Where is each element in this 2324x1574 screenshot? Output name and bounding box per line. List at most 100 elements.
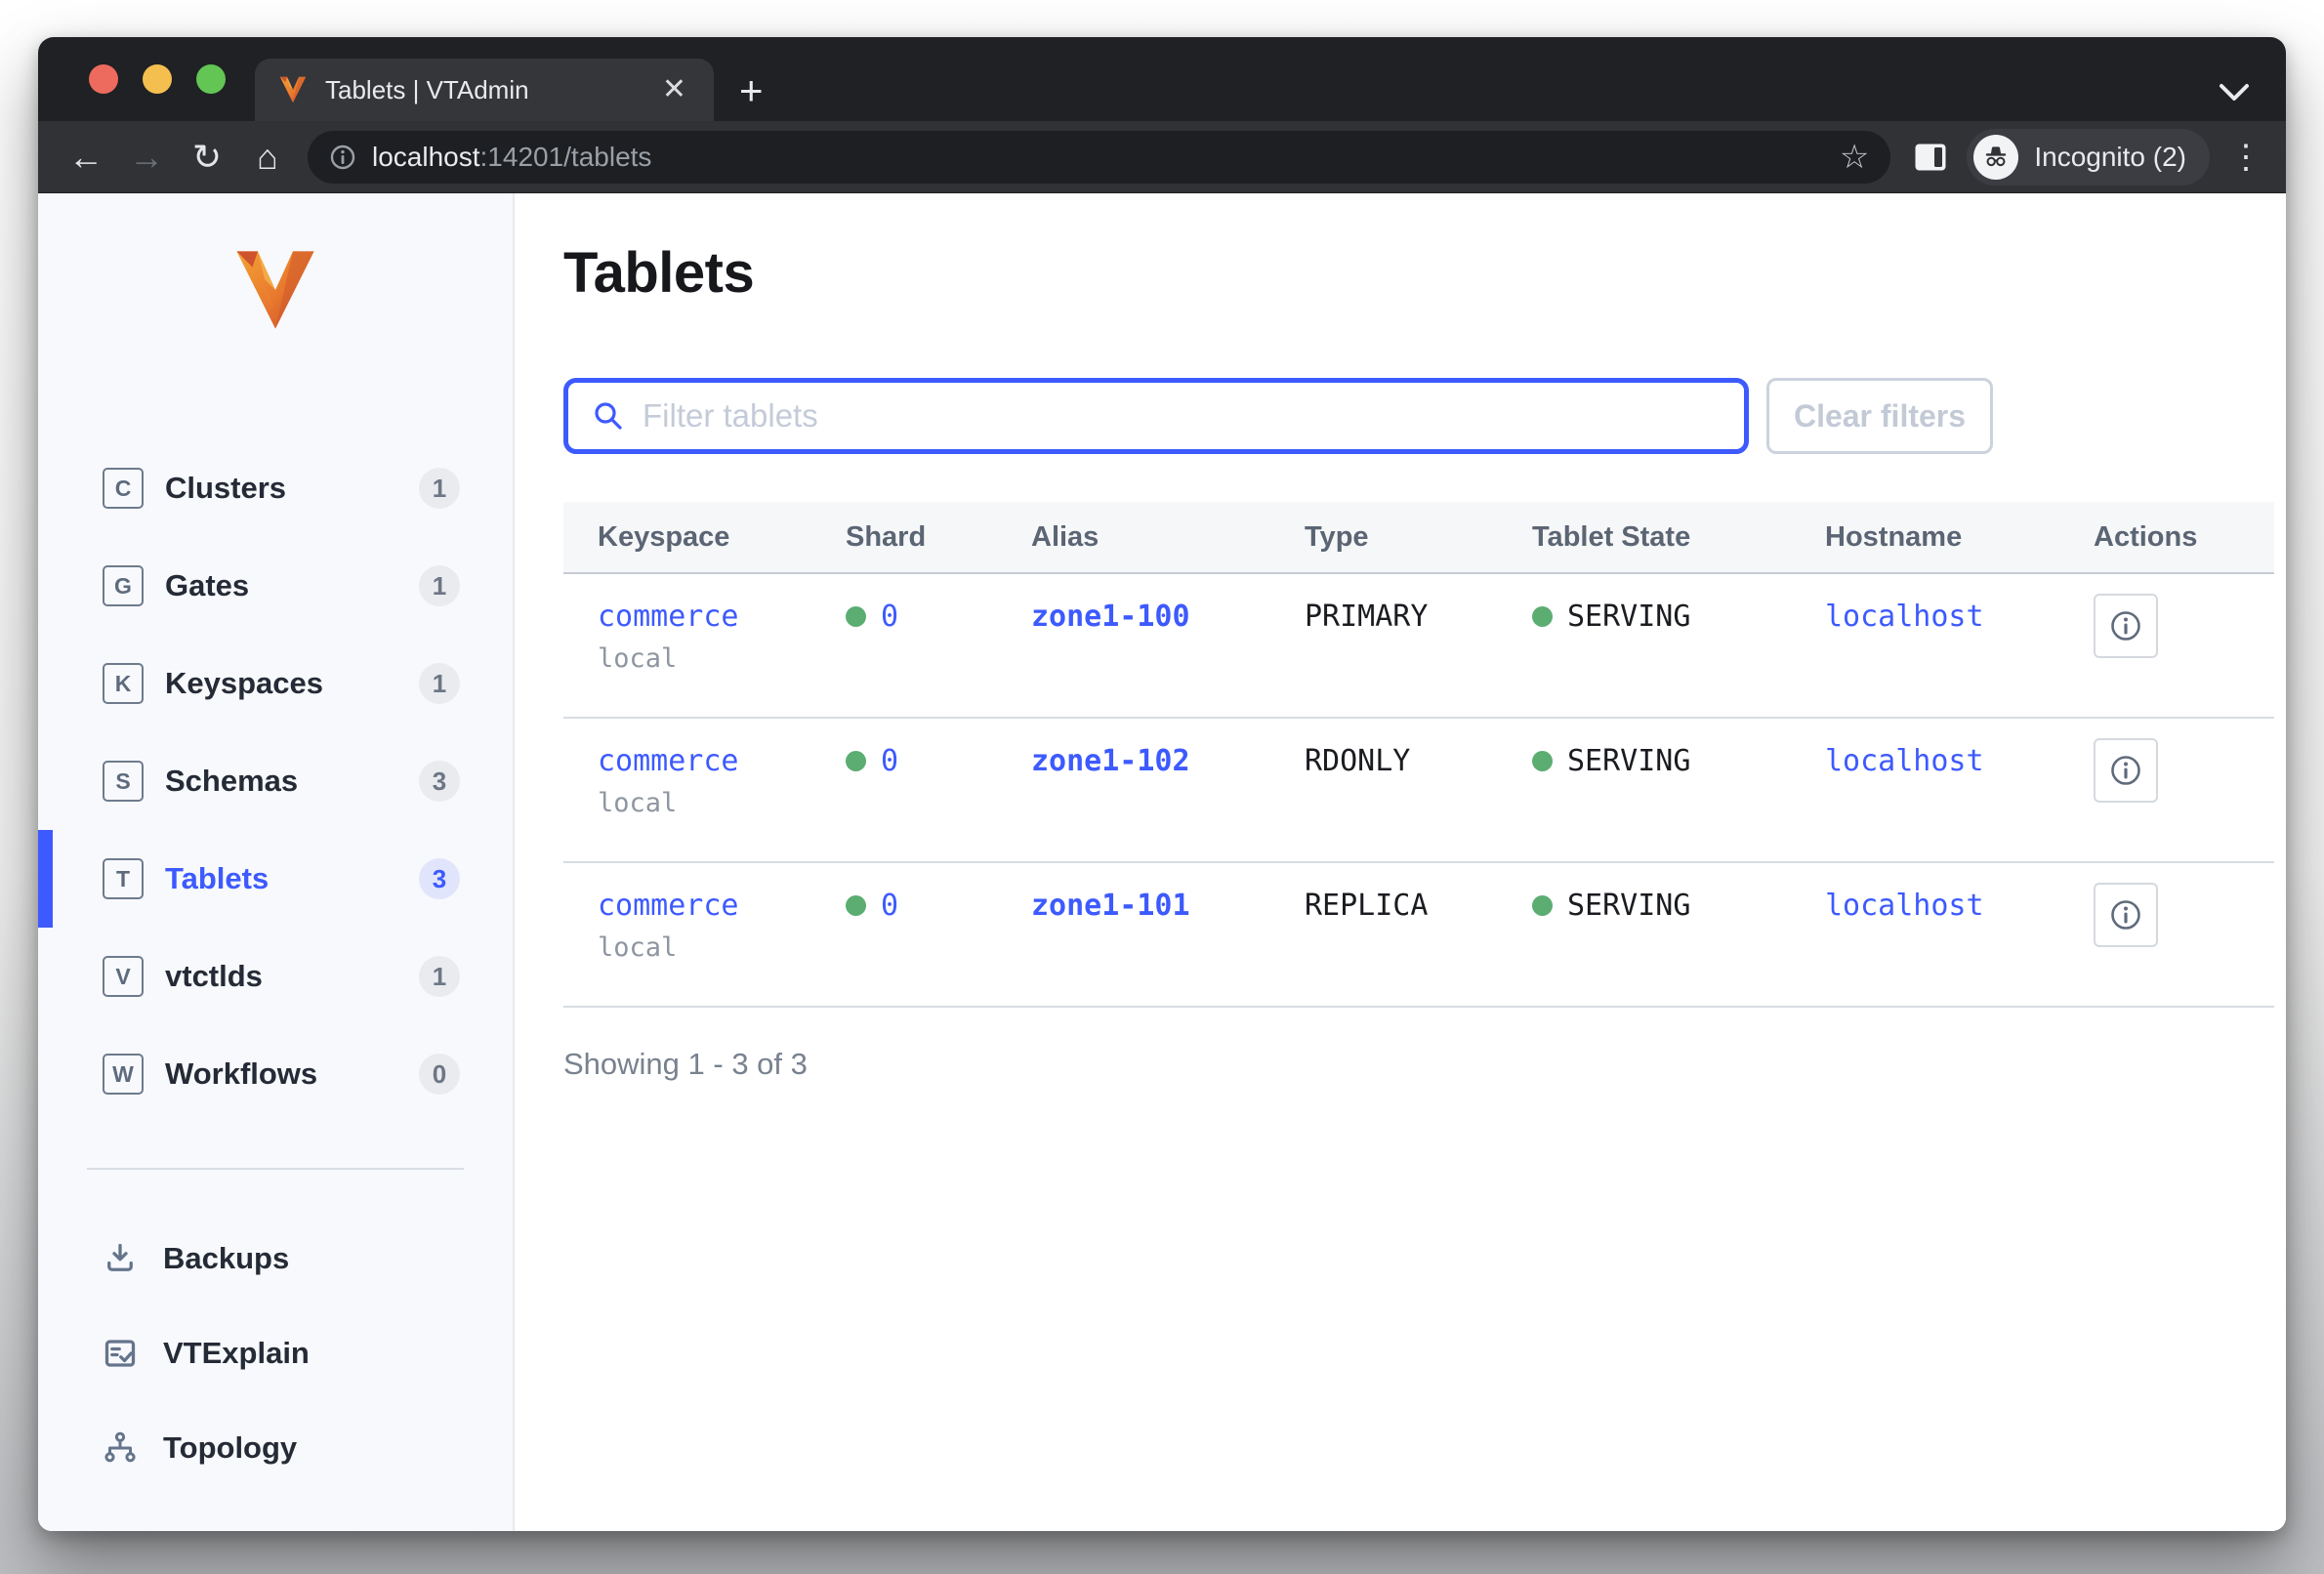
hostname-link[interactable]: localhost: [1825, 889, 1984, 923]
sidebar-divider: [87, 1168, 464, 1170]
sidebar-item-backups[interactable]: Backups: [38, 1211, 513, 1305]
hostname-link[interactable]: localhost: [1825, 744, 1984, 778]
tablets-icon: T: [103, 858, 144, 899]
sidebar-item-label: Keyspaces: [165, 666, 324, 700]
address-bar[interactable]: localhost:14201/tablets ☆: [308, 130, 1891, 184]
new-tab-button[interactable]: +: [739, 67, 764, 113]
count-badge: 3: [419, 761, 460, 802]
col-hostname: Hostname: [1791, 502, 2059, 574]
keyspace-link[interactable]: commerce: [598, 889, 739, 923]
count-badge: 3: [419, 858, 460, 899]
row-info-button[interactable]: [2094, 738, 2158, 803]
cluster-label: local: [598, 932, 678, 963]
tab-search-chevron-icon[interactable]: [2218, 82, 2251, 104]
sidebar-item-clusters[interactable]: C Clusters 1: [38, 439, 513, 537]
sidebar-item-workflows[interactable]: W Workflows 0: [38, 1025, 513, 1123]
sidebar-item-label: Clusters: [165, 471, 287, 505]
shard-status-dot: [846, 895, 866, 916]
sidebar-item-label: Schemas: [165, 764, 299, 798]
table-row: commerce local 0 zone1-102 RDONLY SERVIN…: [563, 718, 2274, 863]
col-alias: Alias: [997, 502, 1270, 574]
vitess-favicon: [279, 76, 307, 104]
page-title: Tablets: [563, 241, 755, 305]
col-shard: Shard: [811, 502, 997, 574]
row-info-button[interactable]: [2094, 883, 2158, 947]
vitess-logo: [38, 246, 513, 334]
tablet-state: SERVING: [1567, 600, 1691, 634]
filter-tablets-input[interactable]: [643, 397, 1721, 435]
tablets-table: Keyspace Shard Alias Type Tablet State H…: [563, 502, 2274, 1008]
sidebar-item-keyspaces[interactable]: K Keyspaces 1: [38, 635, 513, 732]
side-panel-icon[interactable]: [1914, 143, 1947, 172]
sidebar-item-vtexplain[interactable]: VTExplain: [38, 1305, 513, 1400]
tablet-type: PRIMARY: [1305, 600, 1429, 634]
table-row: commerce local 0 zone1-100 PRIMARY SERVI…: [563, 573, 2274, 719]
url-path: :14201/tablets: [479, 141, 652, 172]
document-check-icon: [104, 1339, 136, 1367]
back-button[interactable]: ←: [68, 136, 104, 177]
tablet-type: RDONLY: [1305, 744, 1411, 778]
shard-link[interactable]: 0: [881, 600, 899, 634]
browser-window: Tablets | VTAdmin ✕ + ← → ↻ ⌂ localhost:…: [38, 37, 2286, 1531]
col-keyspace: Keyspace: [563, 502, 811, 574]
keyspace-link[interactable]: commerce: [598, 744, 739, 778]
count-badge: 1: [419, 468, 460, 509]
close-tab-icon[interactable]: ✕: [661, 73, 686, 105]
tablet-state: SERVING: [1567, 744, 1691, 778]
tab-strip: Tablets | VTAdmin ✕ +: [38, 37, 2286, 121]
alias-link[interactable]: zone1-101: [1031, 889, 1190, 923]
sidebar-item-label: Workflows: [165, 1056, 318, 1091]
shard-link[interactable]: 0: [881, 744, 899, 778]
count-badge: 0: [419, 1054, 460, 1095]
incognito-badge: Incognito (2): [1967, 128, 2210, 186]
hostname-link[interactable]: localhost: [1825, 600, 1984, 634]
row-info-button[interactable]: [2094, 594, 2158, 658]
zoom-window-button[interactable]: [196, 64, 226, 94]
shard-status-dot: [846, 751, 866, 771]
sidebar-item-label: VTExplain: [163, 1335, 310, 1370]
sidebar-item-gates[interactable]: G Gates 1: [38, 537, 513, 635]
cluster-label: local: [598, 643, 678, 674]
browser-menu-icon[interactable]: ⋮: [2229, 138, 2262, 176]
search-icon: [595, 402, 622, 430]
clear-filters-button[interactable]: Clear filters: [1766, 378, 1993, 454]
sidebar-nav: C Clusters 1 G Gates 1 K Keyspaces 1 S S…: [38, 439, 513, 1123]
count-badge: 1: [419, 956, 460, 997]
alias-link[interactable]: zone1-102: [1031, 744, 1190, 778]
shard-link[interactable]: 0: [881, 889, 899, 923]
minimize-window-button[interactable]: [143, 64, 172, 94]
close-window-button[interactable]: [89, 64, 118, 94]
download-icon: [107, 1243, 133, 1271]
count-badge: 1: [419, 663, 460, 704]
keyspace-link[interactable]: commerce: [598, 600, 739, 634]
cluster-label: local: [598, 788, 678, 818]
sidebar-item-label: Backups: [163, 1240, 290, 1275]
incognito-icon: [1973, 134, 2019, 180]
table-row: commerce local 0 zone1-101 REPLICA SERVI…: [563, 862, 2274, 1008]
info-icon: [2111, 611, 2140, 641]
vtctlds-icon: V: [103, 956, 144, 997]
bookmark-star-icon[interactable]: ☆: [1839, 138, 1870, 176]
col-type: Type: [1270, 502, 1498, 574]
col-actions: Actions: [2059, 502, 2274, 574]
tab-title: Tablets | VTAdmin: [325, 74, 529, 104]
sidebar-item-tablets[interactable]: T Tablets 3: [38, 830, 513, 928]
serving-status-dot: [1532, 606, 1553, 627]
serving-status-dot: [1532, 895, 1553, 916]
alias-link[interactable]: zone1-100: [1031, 600, 1190, 634]
url-host: localhost: [372, 141, 480, 172]
site-info-icon[interactable]: [329, 144, 356, 171]
sidebar-item-vtctlds[interactable]: V vtctlds 1: [38, 928, 513, 1025]
forward-button[interactable]: →: [129, 136, 164, 177]
home-button[interactable]: ⌂: [257, 136, 278, 177]
info-icon: [2111, 900, 2140, 930]
workflows-icon: W: [103, 1054, 144, 1095]
browser-tab[interactable]: Tablets | VTAdmin ✕: [255, 59, 714, 121]
url-text: localhost:14201/tablets: [372, 142, 651, 173]
sidebar-item-topology[interactable]: Topology: [38, 1400, 513, 1495]
table-summary: Showing 1 - 3 of 3: [563, 1047, 808, 1081]
reload-button[interactable]: ↻: [191, 136, 223, 177]
browser-toolbar: ← → ↻ ⌂ localhost:14201/tablets ☆: [38, 121, 2286, 193]
filter-row: Clear filters: [563, 378, 2229, 454]
sidebar-item-schemas[interactable]: S Schemas 3: [38, 732, 513, 830]
